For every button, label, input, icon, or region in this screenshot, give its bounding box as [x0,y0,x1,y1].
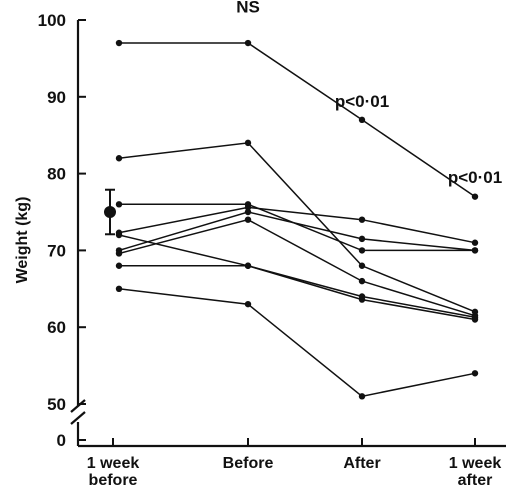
data-point-s6-c2 [244,208,252,216]
data-point-s7-c2 [244,216,252,223]
data-point-s8-c1 [115,262,123,269]
series-line-4 [118,206,476,244]
annotation-1: NS [236,0,260,16]
data-point-s9-c1 [115,285,123,292]
data-point-s4-c3 [358,216,366,223]
data-point-s6-c4 [471,247,479,254]
series-lines [118,42,476,398]
data-point-s1-c4 [471,193,479,200]
data-point-s3-c1 [115,201,123,208]
data-point-s8-c3 [358,293,366,300]
axes [70,19,506,448]
data-points [115,39,479,400]
x-tick-label: 1 week after [449,455,502,489]
y-tick-label: 80 [47,165,66,184]
data-point-s8-c2 [244,262,252,269]
y-tick-label: 70 [47,241,66,260]
data-point-s7-c1 [115,250,123,257]
mean-error-bar [104,188,116,236]
data-point-s1-c2 [244,39,252,47]
data-point-s7-c3 [358,277,366,285]
series-line-8 [119,265,476,318]
annotations: NS p<0·01 p<0·01 [236,0,502,187]
data-point-s3-c3 [358,247,366,254]
y-tick-label: 60 [47,318,66,337]
series-line-7 [118,218,476,317]
y-tick-label: 90 [47,88,66,107]
data-point-s2-c2 [244,139,252,147]
axis-break-mark [70,399,86,413]
data-point-s9-c4 [471,370,479,377]
data-point-s1-c1 [115,39,123,47]
series-line-9 [118,288,476,398]
data-point-s6-c3 [358,235,366,243]
annotation-2: p<0·01 [335,92,389,111]
mean-point [104,206,116,218]
y-tick-label: 50 [47,395,66,414]
data-point-s5-c1 [115,231,123,239]
data-point-s2-c1 [115,155,123,162]
tick-labels: 50 60 70 80 90 100 0 Weight (kg) 1 week before Bef… [14,11,501,489]
data-point-s9-c3 [358,393,366,400]
data-point-s2-c3 [358,262,366,269]
x-tick-label: Before [223,455,274,472]
series-line-6 [118,211,476,252]
data-point-s4-c2 [244,204,252,211]
y-tick-label-zero: 0 [57,431,66,450]
data-point-s8-c4 [471,314,479,321]
data-point-s4-c4 [471,239,479,246]
series-line-2 [118,142,476,313]
axis-break-mark [70,411,86,425]
series-line-5 [118,234,476,321]
annotation-3: p<0·01 [448,168,502,187]
y-tick-label: 100 [38,11,66,30]
x-tick-label: After [343,455,380,472]
data-point-s1-c3 [358,116,366,124]
series-line-3 [119,203,475,252]
y-axis-title: Weight (kg) [14,197,31,284]
series-line-1 [119,42,476,198]
data-point-s9-c2 [244,300,252,308]
x-tick-label: 1 week before [87,455,140,489]
